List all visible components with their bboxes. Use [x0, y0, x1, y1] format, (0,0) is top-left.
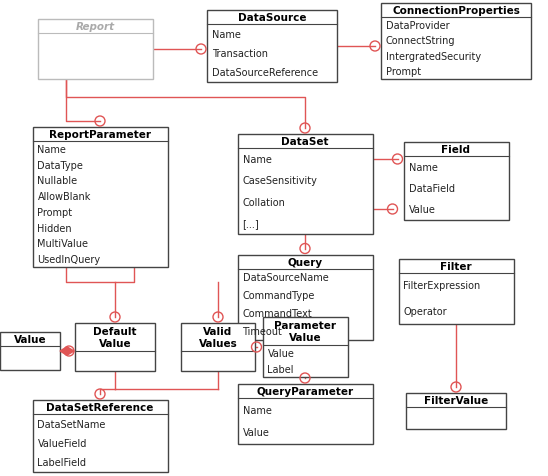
Bar [37, 20, 152, 80]
Text: DataSourceName: DataSourceName [243, 273, 328, 283]
Text: Prompt: Prompt [37, 208, 73, 218]
Text: Filter: Filter [440, 261, 472, 271]
Text: IntergratedSecurity: IntergratedSecurity [386, 51, 481, 61]
Text: DataSet: DataSet [281, 137, 329, 147]
Text: Name: Name [243, 154, 271, 164]
Text: Query: Query [288, 257, 323, 267]
Text: Prompt: Prompt [386, 67, 421, 77]
Text: Timeout: Timeout [243, 326, 282, 336]
Text: ReportParameter: ReportParameter [49, 130, 151, 140]
Text: Value: Value [408, 205, 435, 215]
Bar [398, 259, 513, 324]
Bar [181, 323, 255, 371]
Text: FilterValue: FilterValue [424, 395, 488, 405]
Bar [237, 255, 373, 340]
Text: UsedInQuery: UsedInQuery [37, 255, 101, 265]
Text: LabelField: LabelField [37, 457, 87, 467]
Bar [32, 128, 168, 268]
Text: [...]: [...] [243, 219, 259, 229]
Text: AllowBlank: AllowBlank [37, 192, 91, 202]
Bar [207, 11, 337, 83]
Bar [75, 323, 155, 371]
Text: ConnectionProperties: ConnectionProperties [392, 6, 520, 16]
Text: CaseSensitivity: CaseSensitivity [243, 176, 317, 186]
Text: Collation: Collation [243, 198, 286, 208]
Text: Hidden: Hidden [37, 223, 72, 233]
Text: Default
Value: Default Value [93, 327, 137, 348]
Text: FilterExpression: FilterExpression [403, 281, 481, 291]
Text: ValueField: ValueField [37, 438, 87, 448]
Text: DataSource: DataSource [238, 13, 306, 23]
Text: MultiValue: MultiValue [37, 239, 88, 249]
Text: CommandText: CommandText [243, 308, 312, 318]
Text: CommandType: CommandType [243, 290, 315, 300]
Bar [406, 393, 506, 429]
Text: Report: Report [76, 22, 115, 32]
Bar [381, 4, 531, 80]
Bar [403, 143, 509, 220]
Bar [237, 135, 373, 235]
Text: Label: Label [267, 364, 294, 374]
Text: Name: Name [37, 145, 66, 155]
Text: DataSetName: DataSetName [37, 419, 106, 429]
Text: ConnectString: ConnectString [386, 36, 455, 46]
Text: Value: Value [243, 427, 270, 437]
Text: Name: Name [243, 405, 271, 415]
Text: DataSourceReference: DataSourceReference [212, 68, 318, 78]
Text: Parameter
Value: Parameter Value [274, 320, 336, 342]
Bar [237, 384, 373, 444]
Text: DataSetReference: DataSetReference [47, 402, 153, 412]
Text: Valid
Values: Valid Values [198, 327, 237, 348]
Text: Field: Field [442, 145, 471, 155]
Bar [32, 400, 168, 472]
Text: DataType: DataType [37, 160, 83, 170]
Text: Value: Value [14, 334, 47, 344]
Bar [262, 317, 347, 377]
Polygon shape [60, 347, 74, 356]
Text: Name: Name [212, 30, 241, 40]
Text: Name: Name [408, 162, 437, 172]
Text: QueryParameter: QueryParameter [256, 386, 353, 396]
Text: Value: Value [267, 348, 294, 358]
Text: DataField: DataField [408, 184, 454, 194]
Bar [0, 332, 60, 370]
Text: Nullable: Nullable [37, 176, 78, 186]
Text: Operator: Operator [403, 306, 447, 316]
Text: DataProvider: DataProvider [386, 21, 449, 30]
Text: Transaction: Transaction [212, 49, 268, 59]
